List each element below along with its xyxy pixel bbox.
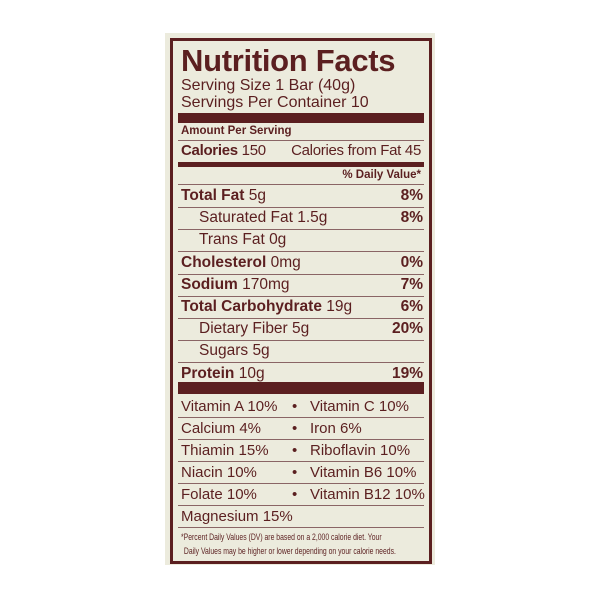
vitamin-right: Riboflavin 10% xyxy=(310,442,411,459)
nutrient-amount: 10g xyxy=(238,364,265,382)
nutrition-facts-panel: Nutrition Facts Serving Size 1 Bar (40g)… xyxy=(170,38,432,564)
vitamin-right: Vitamin B6 10% xyxy=(310,464,417,481)
nutrient-row: Dietary Fiber 5g 20% xyxy=(181,318,423,340)
footnote: *Percent Daily Values (DV) are based on … xyxy=(181,531,419,559)
title: Nutrition Facts xyxy=(181,43,396,78)
nutrient-name: Trans Fat xyxy=(199,231,265,249)
calories-from-fat: Calories from Fat 45 xyxy=(291,142,421,159)
nutrient-row: Total Fat 5g 8% xyxy=(181,185,423,207)
nutrient-dv: 6% xyxy=(400,298,423,315)
nutrient-dv: 20% xyxy=(391,320,423,338)
nutrient-name: Total Fat xyxy=(181,187,245,204)
nutrient-label: Dietary Fiber 5g xyxy=(181,320,309,338)
medium-divider xyxy=(178,162,424,167)
nutrient-row: Sodium 170mg 7% xyxy=(181,274,423,296)
vitamin-row: Magnesium 15% xyxy=(181,506,423,528)
nutrient-amount: 5g xyxy=(292,320,310,338)
nutrient-dv: 8% xyxy=(400,209,423,227)
nutrient-name: Sodium xyxy=(181,275,238,293)
bullet-icon: • xyxy=(292,398,298,415)
divider xyxy=(178,417,424,418)
nutrient-dv: 7% xyxy=(400,275,423,293)
nutrient-row: Saturated Fat 1.5g 8% xyxy=(181,207,423,229)
nutrient-label: Protein 10g xyxy=(181,365,265,383)
bullet-icon: • xyxy=(292,442,298,459)
vitamin-row: Thiamin 15% • Riboflavin 10% xyxy=(181,440,423,462)
thick-divider xyxy=(178,113,424,123)
calories-label: Calories xyxy=(181,142,238,159)
vitamin-left: Thiamin 15% xyxy=(181,442,269,459)
divider xyxy=(178,207,424,208)
calories-row: Calories 150 Calories from Fat 45 xyxy=(181,142,421,159)
nutrient-name: Protein xyxy=(181,364,235,382)
nutrient-row: Sugars 5g xyxy=(181,340,423,362)
nutrient-row: Total Carbohydrate 19g 6% xyxy=(181,296,423,318)
divider xyxy=(178,140,424,141)
vitamin-left: Folate 10% xyxy=(181,486,257,503)
vitamin-right: Vitamin B12 10% xyxy=(310,486,425,503)
divider xyxy=(178,295,424,297)
divider xyxy=(178,362,424,364)
vitamin-left: Calcium 4% xyxy=(181,420,262,437)
vitamin-left: Magnesium 15% xyxy=(181,508,293,525)
divider xyxy=(178,229,424,231)
nutrient-label: Total Carbohydrate 19g xyxy=(181,298,352,316)
divider xyxy=(178,505,424,506)
nutrient-amount: 19g xyxy=(326,298,353,315)
divider xyxy=(178,461,424,462)
nutrient-dv: 8% xyxy=(400,187,423,204)
divider xyxy=(178,439,424,440)
divider xyxy=(178,527,424,528)
servings-per-container: Servings Per Container 10 xyxy=(181,94,369,111)
serving-size: Serving Size 1 Bar (40g) xyxy=(181,77,356,94)
nutrient-label: Sodium 170mg xyxy=(181,276,290,294)
nutrient-amount: 170mg xyxy=(242,275,290,293)
amount-per-serving: Amount Per Serving xyxy=(181,125,292,137)
calories-value: 150 xyxy=(241,142,266,159)
nutrient-label: Total Fat 5g xyxy=(181,187,266,205)
nutrient-amount: 0mg xyxy=(270,253,301,271)
nutrient-label: Sugars 5g xyxy=(181,342,270,360)
nutrient-name: Cholesterol xyxy=(181,253,267,271)
nutrient-label: Cholesterol 0mg xyxy=(181,254,301,272)
vitamin-left: Vitamin A 10% xyxy=(181,398,278,415)
thick-divider xyxy=(178,382,424,394)
nutrient-row: Cholesterol 0mg 0% xyxy=(181,252,423,274)
nutrient-amount: 0g xyxy=(269,231,287,249)
bullet-icon: • xyxy=(292,486,298,503)
divider xyxy=(178,318,424,319)
nutrient-dv: 19% xyxy=(391,364,423,382)
divider xyxy=(178,483,424,484)
bullet-icon: • xyxy=(292,464,298,481)
nutrient-dv: 0% xyxy=(400,253,423,271)
vitamin-right: Iron 6% xyxy=(310,420,362,437)
vitamin-row: Niacin 10% • Vitamin B6 10% xyxy=(181,462,423,484)
vitamin-row: Folate 10% • Vitamin B12 10% xyxy=(181,484,425,506)
daily-value-header: % Daily Value* xyxy=(342,169,421,181)
bullet-icon: • xyxy=(292,420,298,437)
nutrient-name: Sugars xyxy=(199,342,249,360)
nutrient-name: Dietary Fiber xyxy=(199,320,288,338)
nutrient-label: Trans Fat 0g xyxy=(181,231,286,249)
nutrient-name: Total Carbohydrate xyxy=(181,298,322,315)
divider xyxy=(178,251,424,253)
nutrient-label: Saturated Fat 1.5g xyxy=(181,209,327,227)
nutrient-amount: 5g xyxy=(252,342,270,360)
nutrient-amount: 1.5g xyxy=(297,209,328,227)
nutrient-row: Trans Fat 0g xyxy=(181,229,423,251)
vitamin-row: Calcium 4% • Iron 6% xyxy=(181,418,423,440)
divider xyxy=(178,273,424,275)
vitamin-right: Vitamin C 10% xyxy=(310,398,409,415)
nutrient-amount: 5g xyxy=(248,187,266,204)
divider xyxy=(178,340,424,342)
nutrient-name: Saturated Fat xyxy=(199,209,293,227)
vitamin-row: Vitamin A 10% • Vitamin C 10% xyxy=(181,396,423,418)
vitamin-left: Niacin 10% xyxy=(181,464,257,481)
footnote-line: Daily Values may be higher or lower depe… xyxy=(183,546,396,557)
nutrient-row: Protein 10g 19% xyxy=(181,363,423,385)
footnote-line: *Percent Daily Values (DV) are based on … xyxy=(181,532,382,543)
divider xyxy=(178,184,424,185)
